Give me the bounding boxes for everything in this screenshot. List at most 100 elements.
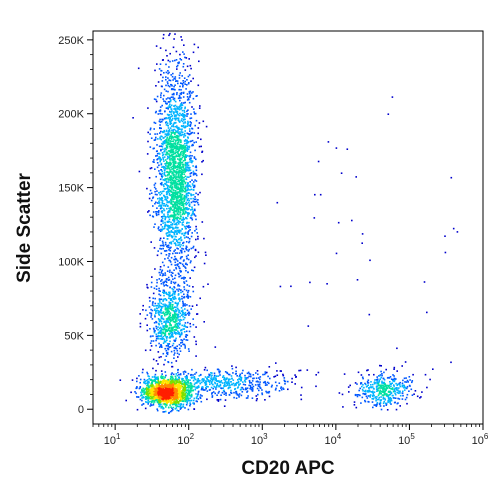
event-point [165,107,168,109]
event-point [178,94,181,97]
event-point [159,63,162,65]
event-point [165,355,168,357]
event-point [172,198,175,201]
event-point [139,378,142,381]
event-point [158,299,161,302]
event-point [164,410,167,413]
event-point [188,390,191,392]
event-point [204,251,207,254]
event-point [189,189,191,191]
event-point [257,373,259,376]
event-point [158,401,160,403]
event-point [164,167,167,170]
event-point [155,100,158,103]
event-point [157,113,160,115]
event-point [167,276,170,279]
event-point [150,199,153,202]
event-point [169,226,171,228]
event-point [180,384,183,387]
event-point [162,37,165,40]
event-point [375,399,377,402]
event-point [165,298,168,301]
event-point [184,156,186,158]
event-point [171,407,173,410]
event-point [174,324,177,326]
event-point [216,382,219,385]
event-point [180,141,182,144]
event-point [188,392,191,395]
event-point [169,105,172,108]
event-point [180,97,182,99]
event-point [195,343,197,346]
event-point [182,163,185,166]
event-point [160,306,163,308]
event-point [181,398,184,400]
event-point [173,219,175,222]
event-point [175,257,177,260]
event-point [185,255,188,258]
event-point [172,378,174,380]
event-point [176,112,179,115]
event-point [162,352,165,355]
event-point [145,396,148,398]
event-point [235,370,237,373]
event-point [172,394,174,397]
event-point [227,382,229,384]
event-point [186,132,189,135]
event-point [164,140,167,142]
event-point [156,397,159,400]
event-point [192,245,195,248]
event-point [155,201,157,204]
event-point [177,179,180,182]
event-point [184,345,186,347]
event-point [175,377,177,379]
event-point [160,220,163,222]
event-point [187,215,189,217]
event-point [157,304,159,307]
event-point [178,242,181,244]
event-point [176,172,178,175]
event-point [162,325,164,327]
event-point [238,378,240,380]
event-point [189,325,192,328]
event-point [189,117,191,120]
event-point [372,393,375,395]
event-point [168,128,171,131]
event-point [154,314,156,317]
event-point [177,244,179,247]
event-point [192,91,194,93]
event-point [174,166,177,169]
event-point [140,393,143,395]
event-point [149,127,152,130]
event-point [180,125,183,127]
event-point [181,106,183,109]
event-point [234,387,237,390]
event-point [161,170,163,173]
event-point [217,400,220,402]
event-point [169,377,172,380]
event-point [175,389,177,391]
event-point [187,379,190,381]
event-point [187,271,189,274]
event-point [187,291,189,294]
event-point [176,155,178,158]
event-point [235,381,238,384]
event-point [158,229,160,231]
event-point [179,333,182,336]
event-point [235,397,238,399]
event-point [183,44,185,46]
event-point [248,384,250,387]
event-point [180,270,182,273]
event-point [184,388,186,390]
event-point [172,130,174,133]
event-point [174,33,176,35]
event-point [171,88,173,90]
event-point [232,372,234,374]
event-point [182,388,184,391]
event-point [168,271,171,273]
event-point [169,164,172,166]
event-point [280,387,282,389]
event-point [174,231,176,233]
event-point [215,375,218,377]
event-point [157,378,159,381]
